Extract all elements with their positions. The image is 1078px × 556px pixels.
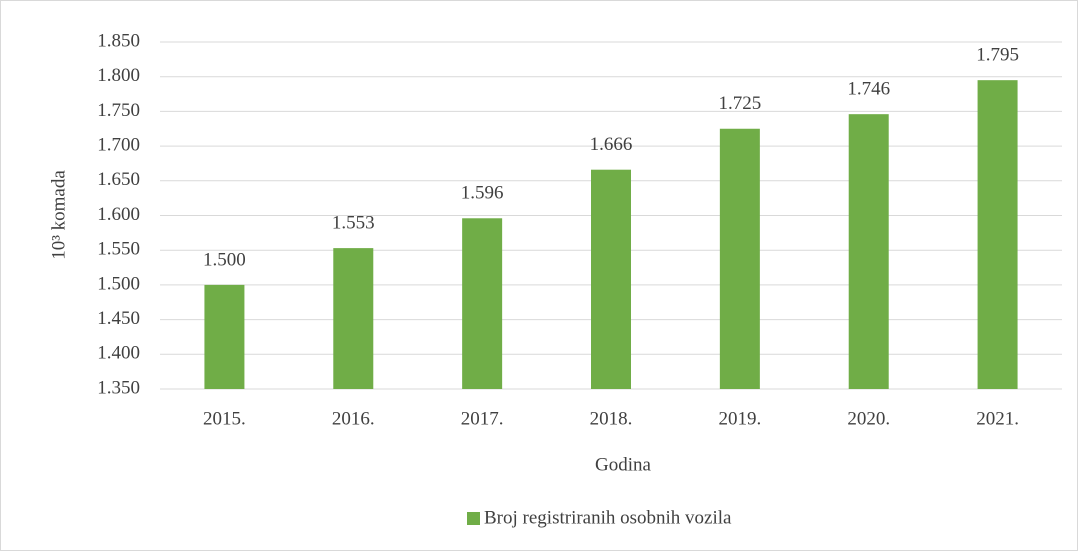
x-tick-label: 2018. (590, 408, 633, 429)
bar (977, 80, 1018, 390)
y-tick-label: 1.750 (97, 100, 140, 121)
x-tick-label: 2019. (718, 408, 761, 429)
y-tick-label: 1.450 (97, 308, 140, 329)
bar (204, 284, 245, 389)
data-label: 1.795 (976, 45, 1019, 66)
data-label: 1.746 (847, 79, 890, 100)
bar (462, 218, 503, 389)
y-tick-label: 1.850 (97, 30, 140, 51)
y-tick-label: 1.500 (97, 273, 140, 294)
bar (848, 114, 889, 390)
x-axis-label: Godina (595, 454, 652, 475)
data-label: 1.596 (461, 183, 504, 204)
x-tick-label: 2015. (203, 408, 246, 429)
bar (591, 169, 631, 389)
bar (333, 248, 374, 389)
bar (719, 128, 760, 389)
data-label: 1.666 (590, 134, 633, 155)
data-label: 1.553 (332, 212, 375, 233)
x-tick-label: 2017. (461, 408, 504, 429)
y-tick-label: 1.700 (97, 134, 140, 155)
x-tick-label: 2021. (976, 408, 1019, 429)
data-label: 1.725 (718, 93, 761, 114)
legend-swatch (467, 512, 480, 525)
x-tick-label: 2016. (332, 408, 375, 429)
y-tick-label: 1.600 (97, 204, 140, 225)
y-tick-label: 1.350 (97, 377, 140, 398)
data-label: 1.500 (203, 249, 246, 270)
y-tick-label: 1.400 (97, 343, 140, 364)
x-tick-label: 2020. (847, 408, 890, 429)
y-tick-label: 1.550 (97, 239, 140, 260)
y-tick-label: 1.800 (97, 65, 140, 86)
legend-label: Broj registriranih osobnih vozila (484, 507, 732, 528)
y-axis-label: 10³ komada (48, 170, 69, 260)
y-tick-label: 1.650 (97, 169, 140, 190)
